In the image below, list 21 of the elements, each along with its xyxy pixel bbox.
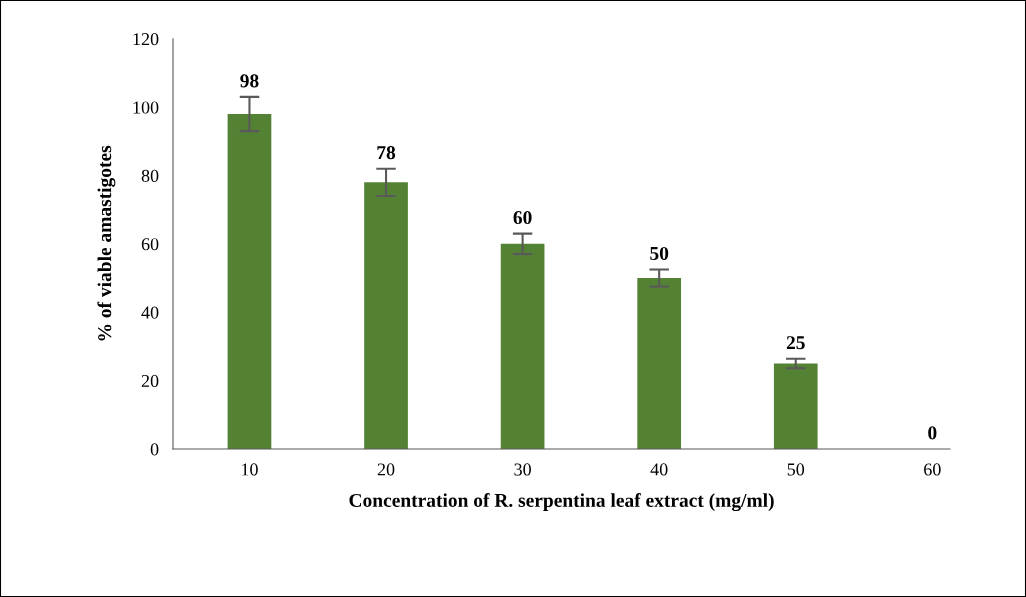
- data-label: 98: [240, 74, 259, 88]
- data-label: 50: [650, 246, 669, 260]
- data-label: 60: [513, 210, 532, 225]
- x-tick-label: 30: [514, 463, 531, 476]
- y-tick-label: 0: [150, 443, 159, 456]
- y-tick-label: 20: [141, 374, 159, 388]
- x-tick-label: 20: [377, 463, 395, 476]
- x-tick-label: 40: [650, 463, 668, 476]
- y-tick-label: 40: [141, 306, 159, 319]
- y-tick-label: 100: [133, 101, 159, 114]
- data-label: 0: [928, 426, 937, 440]
- y-tick-label: 80: [141, 169, 159, 182]
- x-tick-label: 60: [924, 463, 941, 476]
- x-tick-label: 10: [242, 463, 258, 476]
- data-label: 78: [377, 146, 396, 160]
- x-tick-label: 50: [787, 463, 805, 476]
- y-axis-title: % of viable amastigotes: [97, 145, 116, 341]
- y-tick-label: 60: [141, 238, 159, 251]
- y-tick-label: 120: [133, 33, 159, 46]
- x-axis-title: Concentration of R. serpentina leaf extract (mg/ml): [349, 493, 774, 512]
- data-label: 25: [786, 336, 805, 350]
